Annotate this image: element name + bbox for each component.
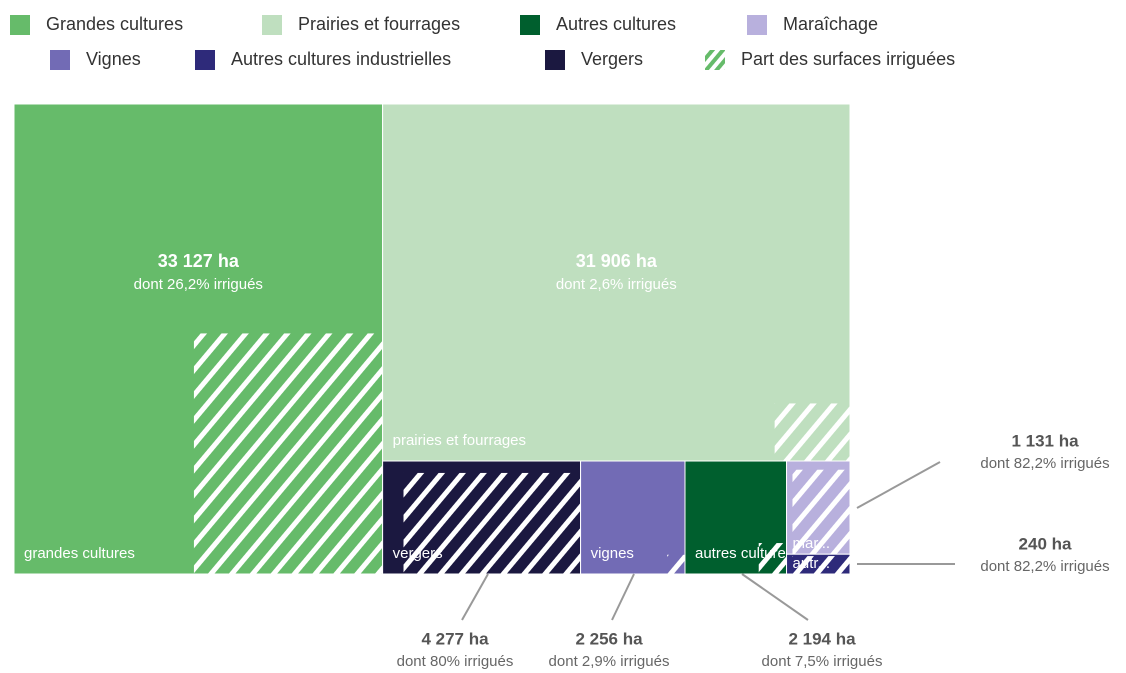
callout-line	[741, 573, 809, 621]
irrigated-hatch	[667, 554, 685, 574]
value-label: 2 194 ha	[788, 629, 856, 648]
value-label: 2 256 ha	[575, 629, 643, 648]
callout-line	[856, 461, 941, 509]
irrigated-hatch	[758, 543, 787, 574]
legend-swatch	[705, 50, 725, 70]
irrigated-hatch	[774, 403, 850, 462]
irrigated-label: dont 82,2% irrigués	[980, 558, 1109, 575]
legend-swatch	[10, 15, 30, 35]
irrigated-hatch	[792, 556, 850, 574]
tile-label: vergers	[393, 545, 443, 562]
legend-swatch	[545, 50, 565, 70]
value-label: 33 127 ha	[158, 251, 240, 271]
irrigated-hatch	[193, 333, 383, 574]
value-label: 31 906 ha	[576, 251, 658, 271]
irrigated-label: dont 7,5% irrigués	[762, 653, 883, 670]
tile-label: autres cultures	[695, 545, 793, 562]
tile-label: grandes cultures	[24, 545, 135, 562]
irrigated-label: dont 26,2% irrigués	[134, 276, 263, 293]
tile-label: autr...	[793, 555, 831, 572]
irrigated-hatch	[792, 469, 850, 555]
callout-line	[611, 573, 635, 621]
legend-swatch	[520, 15, 540, 35]
tile-label: vignes	[591, 545, 634, 562]
irrigated-label: dont 2,6% irrigués	[556, 276, 677, 293]
irrigated-label: dont 82,2% irrigués	[980, 455, 1109, 472]
legend-label: Part des surfaces irriguées	[741, 49, 955, 69]
legend-swatch	[262, 15, 282, 35]
legend-label: Autres cultures	[556, 14, 676, 34]
tile-label: prairies et fourrages	[393, 432, 526, 449]
legend-swatch	[747, 15, 767, 35]
irrigated-hatch	[403, 472, 581, 574]
legend-label: Maraîchage	[783, 14, 878, 34]
tile-label: mar...	[793, 535, 831, 552]
legend-label: Vergers	[581, 49, 643, 69]
legend-label: Autres cultures industrielles	[231, 49, 451, 69]
legend-label: Vignes	[86, 49, 141, 69]
callout-line	[461, 573, 489, 621]
value-label: 1 131 ha	[1011, 431, 1079, 450]
irrigated-label: dont 2,9% irrigués	[549, 653, 670, 670]
legend-swatch	[50, 50, 70, 70]
value-label: 4 277 ha	[421, 629, 489, 648]
legend-swatch	[195, 50, 215, 70]
legend-label: Grandes cultures	[46, 14, 183, 34]
tile	[382, 103, 851, 462]
value-label: 240 ha	[1019, 534, 1072, 553]
legend-label: Prairies et fourrages	[298, 14, 460, 34]
irrigated-label: dont 80% irrigués	[397, 653, 514, 670]
